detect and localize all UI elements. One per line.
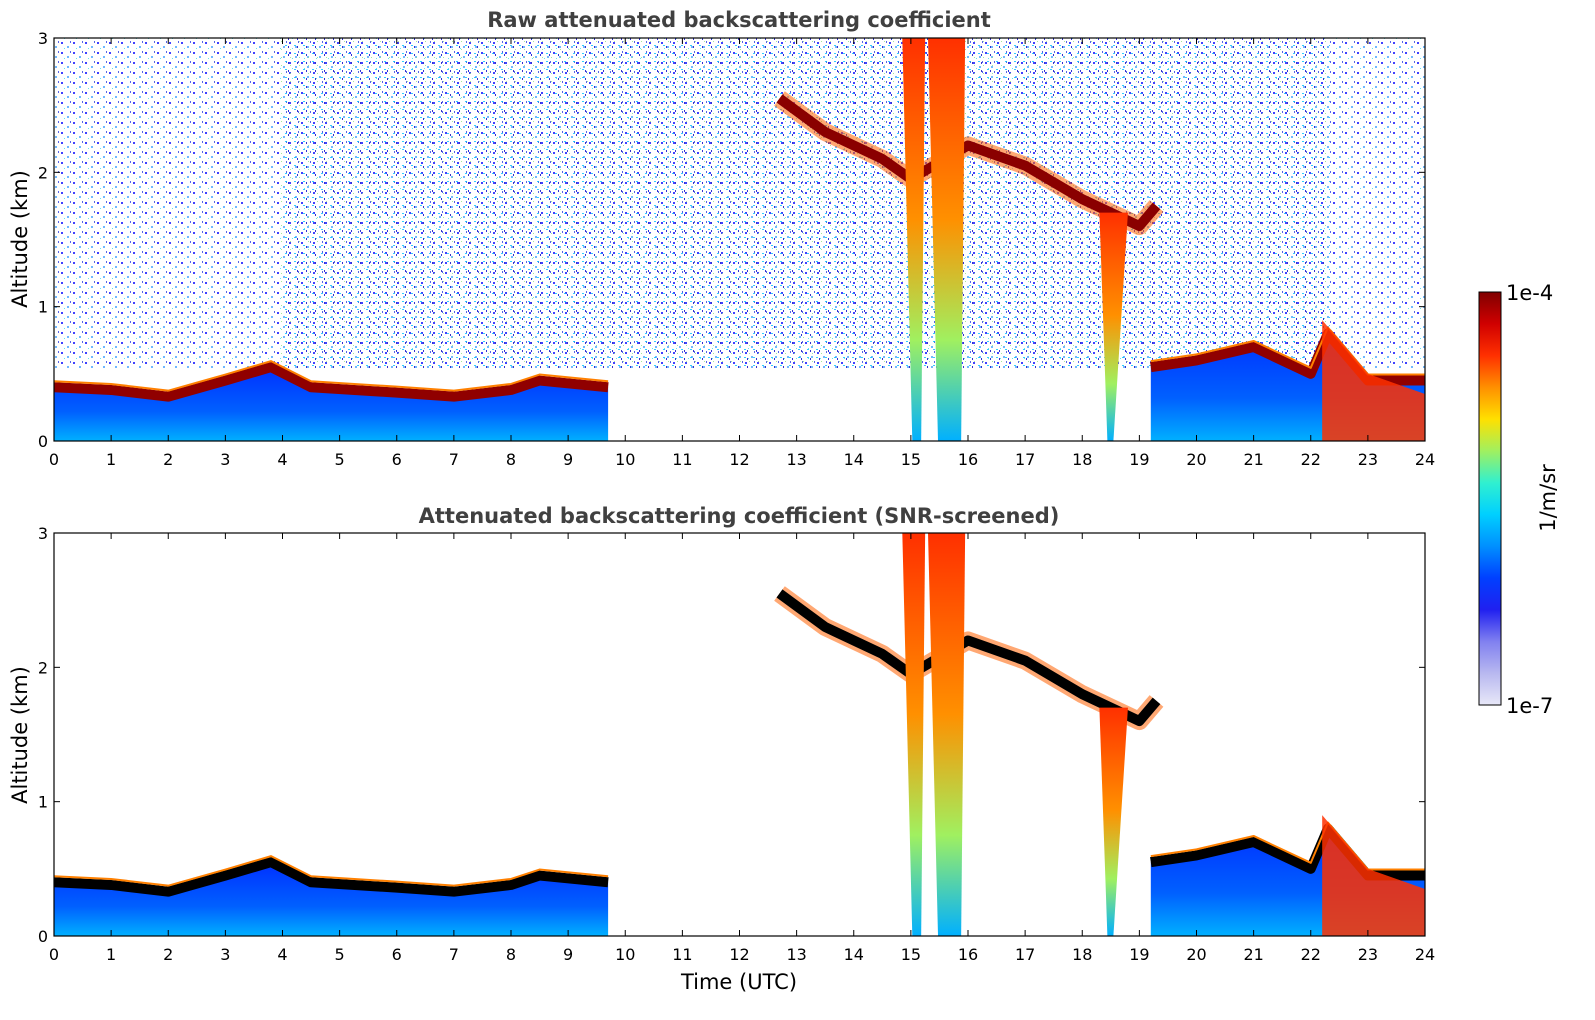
panel1-xtick-label: 5 (335, 450, 345, 469)
panel1-xtick-label: 7 (449, 450, 459, 469)
near-surface-strong-return (1322, 815, 1425, 936)
panel1-xtick-label: 2 (163, 450, 173, 469)
precipitation-shaft (902, 38, 926, 441)
virga-shaft (1099, 212, 1128, 441)
boundary-layer-top-band (54, 857, 609, 897)
panel1-ylabel: Altitude (km) (8, 170, 32, 308)
panel1-xtick-label: 10 (615, 450, 635, 469)
panel1-ytick-label: 0 (38, 432, 48, 451)
panel2-xtick-label: 10 (615, 945, 635, 964)
panel2-xtick-label: 7 (449, 945, 459, 964)
virga-shaft (1099, 707, 1128, 936)
colorbar-unit-label: 1/m/sr (1536, 464, 1560, 532)
panel2-title: Attenuated backscattering coefficient (S… (419, 504, 1060, 528)
panel2-xtick-label: 20 (1186, 945, 1206, 964)
precipitation-shaft (902, 533, 926, 936)
panel2-xtick-label: 16 (958, 945, 978, 964)
panel2-xtick-label: 11 (672, 945, 692, 964)
colorbar-max-label: 1e-4 (1506, 281, 1553, 305)
panel2-ytick-label: 0 (38, 927, 48, 946)
panel1-ytick-label: 3 (38, 29, 48, 48)
panel1-xtick-label: 13 (786, 450, 806, 469)
panel2-xtick-label: 3 (220, 945, 230, 964)
panel1-xtick-label: 6 (392, 450, 402, 469)
panel1-xtick-label: 12 (729, 450, 749, 469)
panel1-xtick-label: 3 (220, 450, 230, 469)
panel2-xtick-label: 23 (1358, 945, 1378, 964)
colorbar-min-label: 1e-7 (1506, 694, 1553, 718)
boundary-layer-top-band (54, 362, 609, 402)
panel2-ytick-label: 3 (38, 524, 48, 543)
panel2-xtick-label: 0 (49, 945, 59, 964)
panel1-xtick-label: 0 (49, 450, 59, 469)
panel1-xtick-label: 11 (672, 450, 692, 469)
panel2-xtick-label: 1 (106, 945, 116, 964)
panel1-ytick-label: 2 (38, 163, 48, 182)
panel1-xtick-label: 14 (844, 450, 864, 469)
panel1-xtick-label: 15 (901, 450, 921, 469)
panel2-xtick-label: 17 (1015, 945, 1035, 964)
colorbar-frame (1478, 291, 1502, 706)
panel2-xtick-label: 12 (729, 945, 749, 964)
panel2-xtick-label: 13 (786, 945, 806, 964)
panel1-xtick-label: 18 (1072, 450, 1092, 469)
panel1-xtick-label: 1 (106, 450, 116, 469)
panel2-xlabel: Time (UTC) (680, 970, 797, 994)
panel1-xtick-label: 19 (1129, 450, 1149, 469)
panel2-heatmap (54, 533, 1425, 936)
panel1-ytick-label: 1 (38, 298, 48, 317)
boundary-layer-edge (54, 360, 609, 392)
panel2-xtick-label: 14 (844, 945, 864, 964)
precipitation-shaft (928, 533, 966, 936)
panel1-xtick-label: 21 (1243, 450, 1263, 469)
panel1-noise-field-2 (280, 38, 1330, 368)
panel2-xtick-label: 6 (392, 945, 402, 964)
panel1-xtick-label: 24 (1415, 450, 1435, 469)
panel2-xtick-label: 24 (1415, 945, 1435, 964)
colorbar-ramp (1479, 292, 1501, 705)
panel2-xtick-label: 22 (1301, 945, 1321, 964)
near-surface-strong-return (1322, 320, 1425, 441)
panel1-xtick-label: 17 (1015, 450, 1035, 469)
panel2-xtick-label: 5 (335, 945, 345, 964)
precipitation-shaft (928, 38, 966, 441)
raw-backscatter-panel: Raw attenuated backscattering coefficien… (8, 8, 1435, 469)
panel1-xtick-label: 20 (1186, 450, 1206, 469)
panel2-xtick-label: 19 (1129, 945, 1149, 964)
colorbar: 1e-4 1e-7 1/m/sr (1478, 281, 1560, 718)
panel2-xtick-label: 21 (1243, 945, 1263, 964)
panel1-xtick-label: 16 (958, 450, 978, 469)
panel1-xtick-label: 9 (563, 450, 573, 469)
boundary-layer-edge (54, 855, 609, 887)
snr-screened-panel: Attenuated backscattering coefficient (S… (8, 504, 1435, 994)
panel2-xtick-label: 8 (506, 945, 516, 964)
panel1-heatmap (54, 38, 1425, 441)
panel2-xtick-label: 2 (163, 945, 173, 964)
panel1-xtick-label: 23 (1358, 450, 1378, 469)
panel1-xtick-label: 8 (506, 450, 516, 469)
panel2-xtick-label: 18 (1072, 945, 1092, 964)
boundary-layer-fill (54, 862, 609, 936)
panel2-ytick-label: 2 (38, 658, 48, 677)
panel2-xtick-label: 15 (901, 945, 921, 964)
panel2-ytick-label: 1 (38, 793, 48, 812)
panel1-xtick-label: 22 (1301, 450, 1321, 469)
panel1-title: Raw attenuated backscattering coefficien… (487, 8, 991, 32)
boundary-layer-fill (54, 367, 609, 441)
panel2-ylabel: Altitude (km) (8, 666, 32, 804)
panel2-xtick-label: 9 (563, 945, 573, 964)
panel2-xtick-label: 4 (277, 945, 287, 964)
panel1-xtick-label: 4 (277, 450, 287, 469)
